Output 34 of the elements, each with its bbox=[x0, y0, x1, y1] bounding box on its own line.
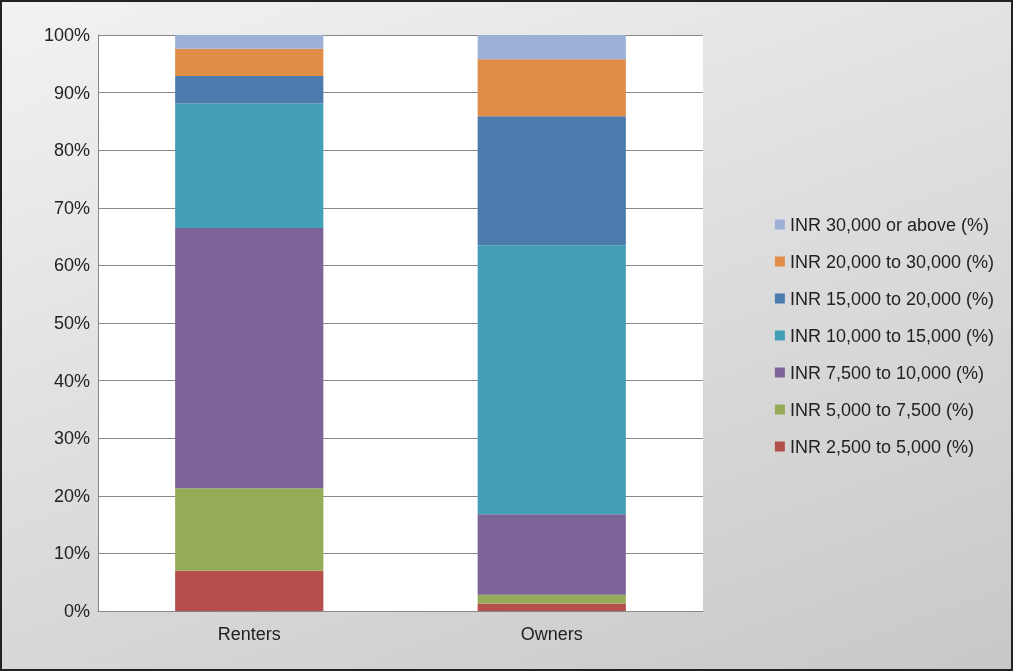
bar bbox=[477, 603, 626, 611]
x-tick-label: Renters bbox=[217, 624, 281, 644]
bar bbox=[477, 594, 626, 604]
bar bbox=[175, 75, 324, 104]
bar bbox=[175, 488, 324, 571]
y-tick-label: 50% bbox=[53, 313, 90, 333]
y-tick-label: 20% bbox=[53, 485, 90, 506]
bar bbox=[175, 103, 324, 228]
x-tick-label: Owners bbox=[520, 624, 583, 644]
legend-label: INR 2,500 to 5,000 (%) bbox=[789, 436, 974, 457]
y-tick-label: 70% bbox=[53, 197, 90, 218]
y-tick-label: 90% bbox=[53, 82, 90, 103]
legend-label: INR 10,000 to 15,000 (%) bbox=[789, 325, 995, 346]
legend-label: INR 15,000 to 20,000 (%) bbox=[789, 288, 995, 309]
bar bbox=[175, 227, 324, 489]
legend-label: INR 7,500 to 10,000 (%) bbox=[789, 362, 984, 383]
y-tick-label: 100% bbox=[43, 25, 90, 45]
bar bbox=[477, 514, 626, 595]
bar bbox=[477, 59, 626, 117]
y-tick-label: 40% bbox=[53, 370, 90, 391]
bar bbox=[477, 116, 626, 246]
bar bbox=[175, 48, 324, 76]
bar bbox=[175, 570, 324, 611]
y-tick-label: 60% bbox=[53, 255, 90, 276]
y-tick-label: 0% bbox=[63, 601, 90, 621]
bar bbox=[477, 35, 626, 60]
bar bbox=[477, 245, 626, 515]
legend-label: INR 5,000 to 7,500 (%) bbox=[789, 399, 974, 420]
y-tick-label: 30% bbox=[53, 428, 90, 449]
legend-label: INR 20,000 to 30,000 (%) bbox=[789, 251, 995, 272]
bar bbox=[175, 35, 324, 49]
y-tick-label: 80% bbox=[53, 140, 90, 161]
y-tick-label: 10% bbox=[53, 543, 90, 564]
legend-label: INR 30,000 or above (%) bbox=[789, 214, 989, 235]
